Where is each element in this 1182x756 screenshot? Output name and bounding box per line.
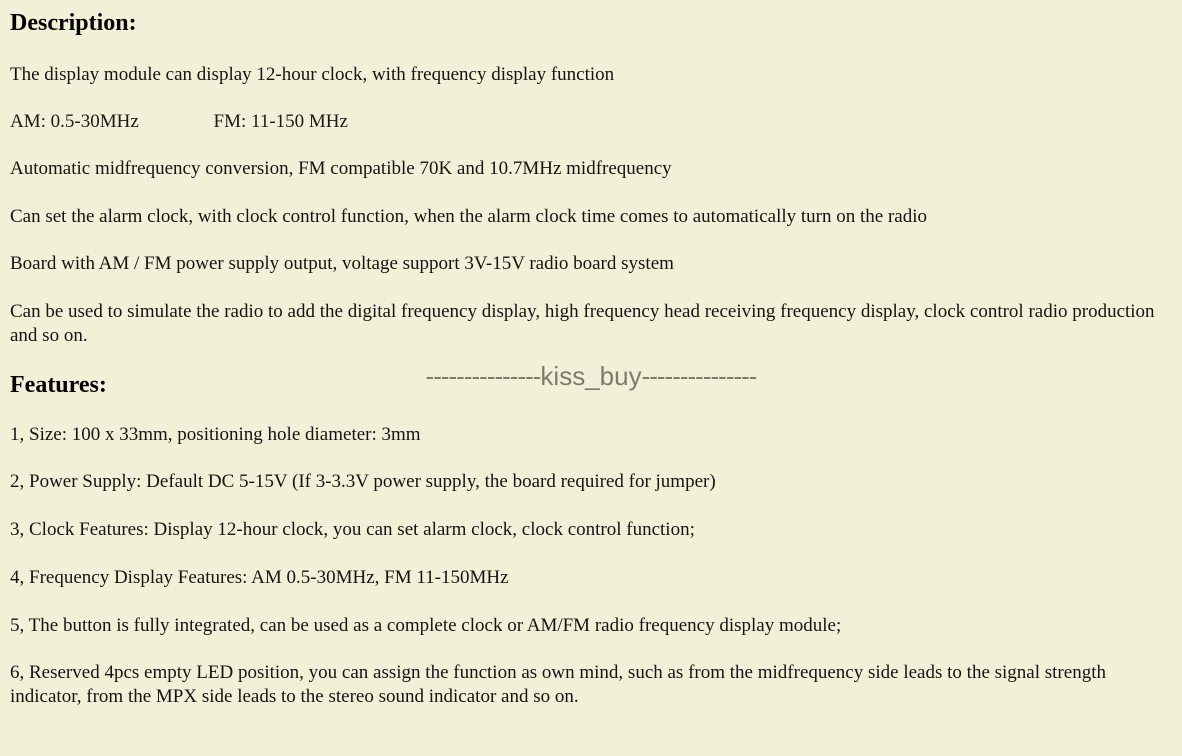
description-heading: Description: [10, 10, 1172, 37]
feature-item: 4, Frequency Display Features: AM 0.5-30… [10, 566, 1172, 590]
description-p2: Automatic midfrequency conversion, FM co… [10, 157, 1172, 181]
features-heading: Features: [10, 372, 1172, 399]
description-p5: Can be used to simulate the radio to add… [10, 300, 1172, 348]
feature-item: 3, Clock Features: Display 12-hour clock… [10, 518, 1172, 542]
feature-item: 2, Power Supply: Default DC 5-15V (If 3-… [10, 470, 1172, 494]
feature-item: 1, Size: 100 x 33mm, positioning hole di… [10, 423, 1172, 447]
feature-item: 5, The button is fully integrated, can b… [10, 614, 1172, 638]
feature-item: 6, Reserved 4pcs empty LED position, you… [10, 661, 1172, 709]
description-p3: Can set the alarm clock, with clock cont… [10, 205, 1172, 229]
am-range: AM: 0.5-30MHz [10, 111, 139, 133]
fm-range: FM: 11-150 MHz [214, 111, 348, 132]
frequency-line: AM: 0.5-30MHz FM: 11-150 MHz [10, 111, 1172, 133]
description-p4: Board with AM / FM power supply output, … [10, 252, 1172, 276]
description-p1: The display module can display 12-hour c… [10, 63, 1172, 87]
document-page: Description: The display module can disp… [0, 0, 1182, 725]
